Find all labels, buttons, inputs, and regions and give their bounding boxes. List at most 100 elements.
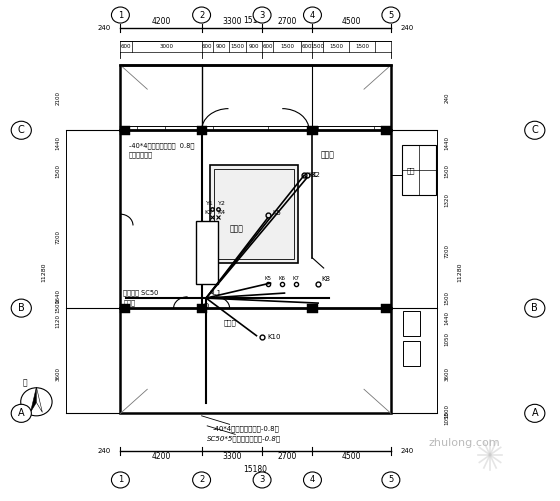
Polygon shape [30, 387, 36, 412]
Bar [197, 126, 207, 135]
Text: 900: 900 [216, 44, 226, 49]
Text: 1: 1 [118, 475, 123, 484]
Text: K8: K8 [321, 276, 330, 282]
Circle shape [11, 121, 31, 139]
Circle shape [525, 121, 545, 139]
Bar [197, 304, 207, 313]
Text: B: B [18, 303, 25, 313]
Circle shape [382, 472, 400, 488]
Text: -40*4镀锌扁钢接地架  0.8米: -40*4镀锌扁钢接地架 0.8米 [129, 142, 194, 149]
Bar [307, 126, 318, 135]
Text: B: B [531, 303, 538, 313]
Text: 北: 北 [23, 378, 27, 387]
Text: 电源引入 SC50: 电源引入 SC50 [123, 290, 158, 297]
Text: A: A [531, 408, 538, 418]
Text: 1320: 1320 [445, 193, 449, 207]
Text: AL1: AL1 [209, 290, 222, 296]
Text: 3300: 3300 [222, 452, 241, 461]
Polygon shape [36, 387, 43, 412]
Text: K3: K3 [204, 210, 213, 215]
Bar [307, 304, 318, 313]
Text: K7: K7 [293, 276, 300, 281]
Text: C: C [531, 125, 538, 135]
Text: 4: 4 [310, 475, 315, 484]
Text: 2700: 2700 [278, 452, 297, 461]
Text: 1500: 1500 [445, 404, 449, 418]
Text: SC50*5镀锌扁钢接地架-0.8米: SC50*5镀锌扁钢接地架-0.8米 [207, 435, 281, 442]
Circle shape [525, 404, 545, 422]
Text: 值班室: 值班室 [123, 300, 135, 307]
Text: D: D [203, 303, 208, 309]
Text: K5: K5 [265, 276, 272, 281]
Bar [120, 65, 391, 413]
Text: -40*4镀锌扁钢接地架-0.8米: -40*4镀锌扁钢接地架-0.8米 [213, 425, 279, 432]
Text: K4: K4 [217, 210, 226, 215]
Bar [120, 304, 130, 313]
Bar [210, 165, 298, 263]
Text: 1: 1 [118, 11, 123, 20]
Text: 4200: 4200 [151, 452, 171, 461]
Text: zhulong.com: zhulong.com [429, 438, 501, 448]
Text: K5: K5 [272, 210, 281, 216]
Text: 4500: 4500 [342, 452, 361, 461]
Circle shape [304, 472, 321, 488]
Text: 3: 3 [259, 475, 265, 484]
Text: 240: 240 [401, 448, 414, 454]
Text: 240: 240 [97, 25, 110, 31]
Text: 3600: 3600 [445, 367, 449, 381]
Text: 3600: 3600 [55, 367, 60, 381]
Text: 240: 240 [401, 25, 414, 31]
Circle shape [304, 7, 321, 23]
Text: 3: 3 [259, 11, 265, 20]
Text: 600: 600 [263, 44, 273, 49]
Text: 1500: 1500 [281, 44, 295, 49]
Text: A: A [18, 408, 25, 418]
Text: 3300: 3300 [222, 17, 241, 26]
Bar [196, 220, 218, 284]
Text: Y2: Y2 [218, 201, 226, 206]
Bar [402, 145, 436, 195]
Text: 600: 600 [202, 44, 212, 49]
Bar [403, 341, 420, 366]
Text: 2: 2 [199, 475, 204, 484]
Bar [403, 311, 420, 336]
Circle shape [193, 7, 211, 23]
Text: 1500: 1500 [445, 164, 449, 178]
Text: 风机间: 风机间 [321, 151, 335, 160]
Text: 600: 600 [121, 44, 132, 49]
Text: 1440: 1440 [55, 136, 60, 150]
Circle shape [11, 404, 31, 422]
Text: 1500: 1500 [230, 44, 244, 49]
Text: 5: 5 [388, 475, 394, 484]
Text: Y1: Y1 [206, 201, 214, 206]
Circle shape [253, 472, 271, 488]
Text: 11280: 11280 [458, 262, 463, 282]
Circle shape [111, 472, 129, 488]
Text: 1120: 1120 [55, 314, 60, 328]
Text: 1500: 1500 [445, 291, 449, 305]
Text: 4: 4 [310, 11, 315, 20]
Text: C: C [18, 125, 25, 135]
Text: 1440: 1440 [445, 136, 449, 150]
Text: 锅炉间: 锅炉间 [230, 225, 244, 233]
Circle shape [253, 7, 271, 23]
Bar [120, 126, 130, 135]
Text: 1500: 1500 [55, 164, 60, 178]
Text: 11280: 11280 [41, 262, 46, 282]
Text: 2: 2 [199, 11, 204, 20]
Circle shape [382, 7, 400, 23]
Text: 240: 240 [445, 93, 449, 103]
Text: K1: K1 [309, 172, 318, 178]
Text: 15180: 15180 [244, 16, 267, 25]
Text: 1500: 1500 [329, 44, 343, 49]
Text: 2700: 2700 [278, 17, 297, 26]
Bar [381, 126, 391, 135]
Text: 2100: 2100 [55, 91, 60, 105]
Text: 1640: 1640 [55, 289, 60, 303]
Bar [381, 304, 391, 313]
Text: 稳压: 稳压 [407, 167, 415, 174]
Circle shape [11, 299, 31, 317]
Circle shape [193, 472, 211, 488]
Text: 240: 240 [97, 448, 110, 454]
Circle shape [525, 299, 545, 317]
